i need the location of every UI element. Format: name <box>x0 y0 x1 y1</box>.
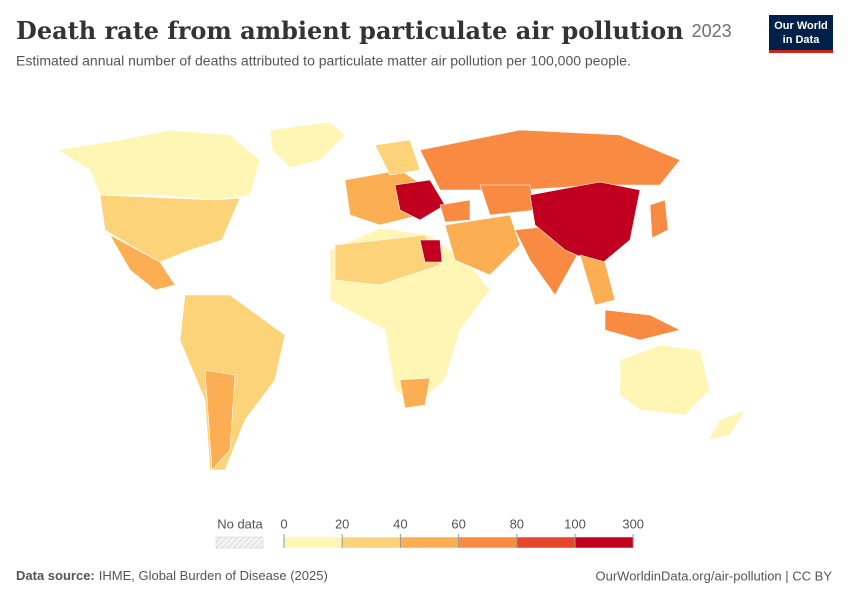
legend: No data 0 20 40 60 80 100 300 <box>215 516 644 549</box>
legend-tick-label: 300 <box>622 516 644 531</box>
title-text: Death rate from ambient particulate air … <box>16 16 684 45</box>
new-zealand <box>707 409 746 441</box>
scandinavia <box>374 139 421 176</box>
china <box>529 181 641 266</box>
map <box>57 121 746 471</box>
subtitle: Estimated annual number of deaths attrib… <box>16 53 631 69</box>
usa <box>99 194 241 263</box>
turkey <box>439 199 471 223</box>
indonesia <box>604 309 681 341</box>
greenland <box>269 121 346 169</box>
legend-bin <box>400 536 459 549</box>
source-text: IHME, Global Burden of Disease (2025) <box>99 568 328 583</box>
year: 2023 <box>692 21 732 41</box>
middle-east <box>444 214 521 276</box>
legend-tick-label: 0 <box>280 516 287 531</box>
source-label: Data source: <box>16 568 95 583</box>
legend-bin <box>458 536 518 549</box>
legend-bin <box>341 536 401 549</box>
eastern-europe <box>394 179 446 221</box>
legend-bin <box>283 536 343 549</box>
canada <box>57 129 261 201</box>
legend-tick-label: 100 <box>564 516 586 531</box>
australia <box>619 344 711 416</box>
argentina <box>204 369 236 471</box>
south-africa <box>399 377 431 409</box>
legend-bin <box>574 536 634 549</box>
title: Death rate from ambient particulate air … <box>16 16 732 45</box>
legend-bin <box>516 536 576 549</box>
legend-tick-label: 80 <box>510 516 524 531</box>
logo-bg <box>769 15 833 50</box>
no-data-swatch <box>215 536 264 549</box>
southeast-asia <box>579 254 616 306</box>
logo[interactable]: Our World in Data <box>769 15 833 53</box>
japan <box>649 199 669 239</box>
legend-tick-label: 20 <box>335 516 349 531</box>
mexico <box>109 234 176 291</box>
logo-text: in Data <box>783 34 821 46</box>
source: Data source: IHME, Global Burden of Disea… <box>16 568 328 583</box>
legend-tick-label: 40 <box>393 516 407 531</box>
central-asia <box>479 184 536 216</box>
egypt <box>419 239 443 263</box>
logo-text: Our World <box>774 20 828 32</box>
no-data-label: No data <box>217 516 263 531</box>
legend-tick-label: 60 <box>451 516 465 531</box>
license[interactable]: OurWorldinData.org/air-pollution | CC BY <box>595 568 832 583</box>
logo-bar <box>769 50 833 53</box>
russia <box>419 129 681 191</box>
north-africa <box>334 234 441 286</box>
